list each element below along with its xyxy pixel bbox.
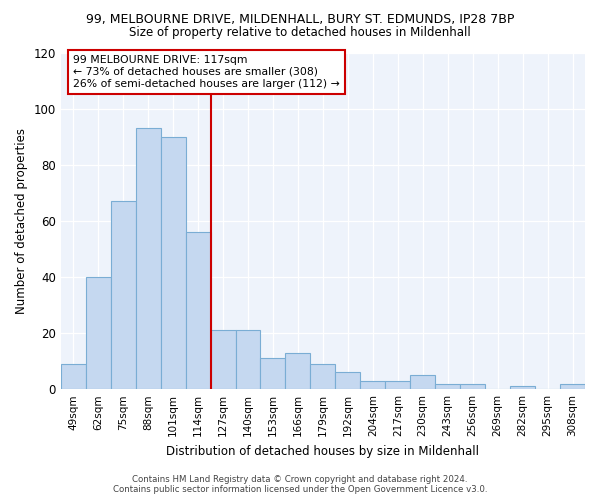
Bar: [185, 232, 211, 389]
Bar: [335, 372, 361, 389]
Text: Contains HM Land Registry data © Crown copyright and database right 2024.
Contai: Contains HM Land Registry data © Crown c…: [113, 474, 487, 494]
Bar: [385, 381, 410, 389]
Text: Size of property relative to detached houses in Mildenhall: Size of property relative to detached ho…: [129, 26, 471, 39]
Bar: [361, 381, 385, 389]
Bar: [310, 364, 335, 389]
Bar: [61, 364, 86, 389]
Bar: [286, 352, 310, 389]
Text: 99 MELBOURNE DRIVE: 117sqm
← 73% of detached houses are smaller (308)
26% of sem: 99 MELBOURNE DRIVE: 117sqm ← 73% of deta…: [73, 56, 340, 88]
Bar: [136, 128, 161, 389]
Bar: [560, 384, 585, 389]
Bar: [211, 330, 236, 389]
Bar: [460, 384, 485, 389]
X-axis label: Distribution of detached houses by size in Mildenhall: Distribution of detached houses by size …: [166, 444, 479, 458]
Text: 99, MELBOURNE DRIVE, MILDENHALL, BURY ST. EDMUNDS, IP28 7BP: 99, MELBOURNE DRIVE, MILDENHALL, BURY ST…: [86, 12, 514, 26]
Bar: [435, 384, 460, 389]
Y-axis label: Number of detached properties: Number of detached properties: [15, 128, 28, 314]
Bar: [86, 277, 111, 389]
Bar: [161, 136, 185, 389]
Bar: [410, 375, 435, 389]
Bar: [111, 201, 136, 389]
Bar: [236, 330, 260, 389]
Bar: [260, 358, 286, 389]
Bar: [510, 386, 535, 389]
